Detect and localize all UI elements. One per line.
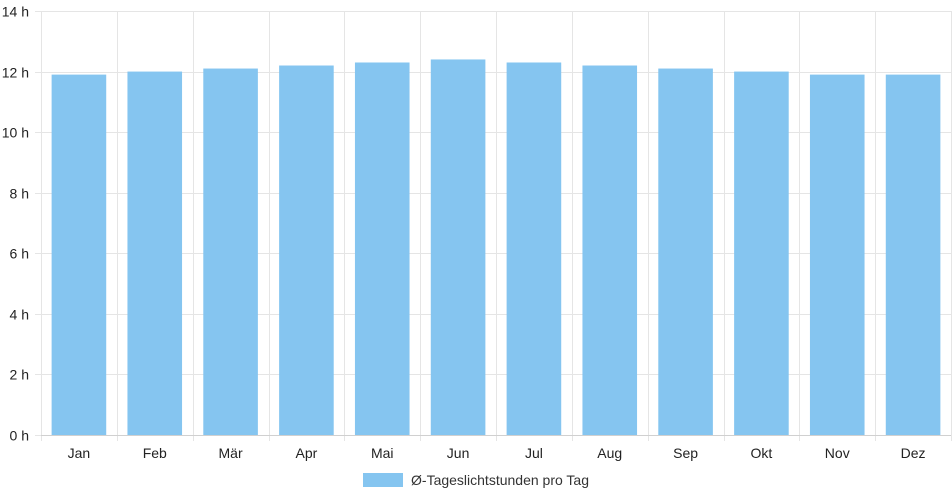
legend-swatch <box>363 473 404 487</box>
axis-layer: 0 h 2 h 4 h 6 h 8 h 10 h 12 h 14 h Jan Feb Mär Apr M… <box>2 4 951 461</box>
bar[interactable] <box>734 71 789 436</box>
y-tick-label: 0 h <box>10 428 29 444</box>
x-tick-label: Okt <box>751 445 773 461</box>
legend[interactable]: Ø-Tageslichtstunden pro Tag <box>0 472 952 488</box>
bar[interactable] <box>354 62 410 435</box>
y-tick-label: 10 h <box>2 125 29 141</box>
legend-label: Ø-Tageslichtstunden pro Tag <box>411 472 589 488</box>
x-tick-label: Nov <box>825 445 850 461</box>
x-tick-label: Feb <box>143 445 167 461</box>
y-tick-label: 12 h <box>2 65 29 81</box>
bar[interactable] <box>127 71 183 436</box>
y-tick-label: 14 h <box>2 4 29 20</box>
bar[interactable] <box>51 74 107 435</box>
x-tick-label: Dez <box>901 445 926 461</box>
bar[interactable] <box>430 59 486 435</box>
grid-layer <box>35 11 952 441</box>
y-tick-label: 8 h <box>10 186 29 202</box>
y-tick-label: 4 h <box>10 307 29 323</box>
y-tick-label: 6 h <box>10 246 29 262</box>
bar[interactable] <box>203 68 258 436</box>
x-tick-label: Mai <box>371 445 394 461</box>
x-tick-label: Sep <box>673 445 698 461</box>
bars-layer <box>51 59 941 436</box>
bar[interactable] <box>582 65 638 435</box>
x-tick-label: Jul <box>525 445 543 461</box>
x-tick-label: Apr <box>296 445 318 461</box>
x-tick-label: Jan <box>68 445 91 461</box>
bar[interactable] <box>506 62 562 435</box>
y-tick-label: 2 h <box>10 367 29 383</box>
x-tick-label: Jun <box>447 445 470 461</box>
x-tick-label: Mär <box>219 445 243 461</box>
bar[interactable] <box>809 74 865 435</box>
x-tick-label: Aug <box>597 445 622 461</box>
bar[interactable] <box>279 65 334 435</box>
bar[interactable] <box>885 74 941 435</box>
bar[interactable] <box>658 68 713 436</box>
